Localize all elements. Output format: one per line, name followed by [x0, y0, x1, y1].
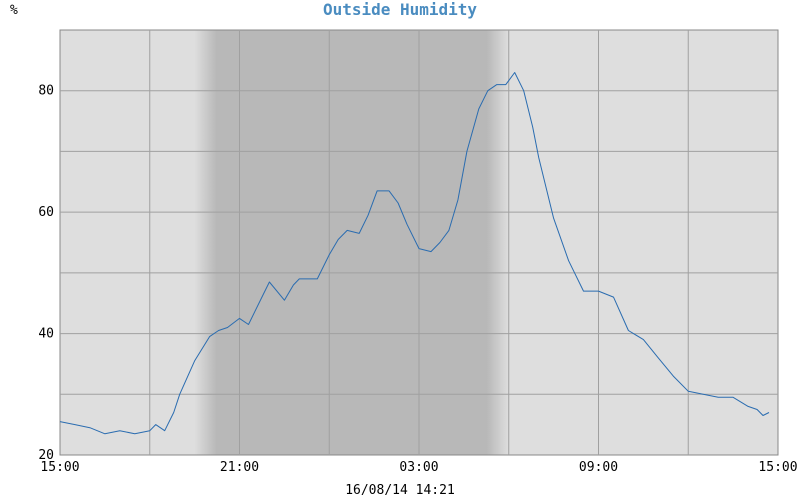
- x-tick-label: 15:00: [758, 460, 797, 475]
- humidity-series-line: [59, 72, 770, 435]
- x-tick-label: 15:00: [40, 460, 79, 475]
- y-tick-label: 80: [38, 84, 54, 99]
- y-axis-label: %: [10, 3, 18, 18]
- x-tick-label: 09:00: [579, 460, 618, 475]
- x-tick-label: 03:00: [399, 460, 438, 475]
- timestamp-label: 16/08/14 14:21: [345, 483, 455, 498]
- y-tick-label: 60: [38, 205, 54, 220]
- x-tick-label: 21:00: [220, 460, 259, 475]
- y-tick-label: 40: [38, 327, 54, 342]
- y-tick-label: 20: [38, 448, 54, 463]
- chart-title: Outside Humidity: [323, 0, 477, 19]
